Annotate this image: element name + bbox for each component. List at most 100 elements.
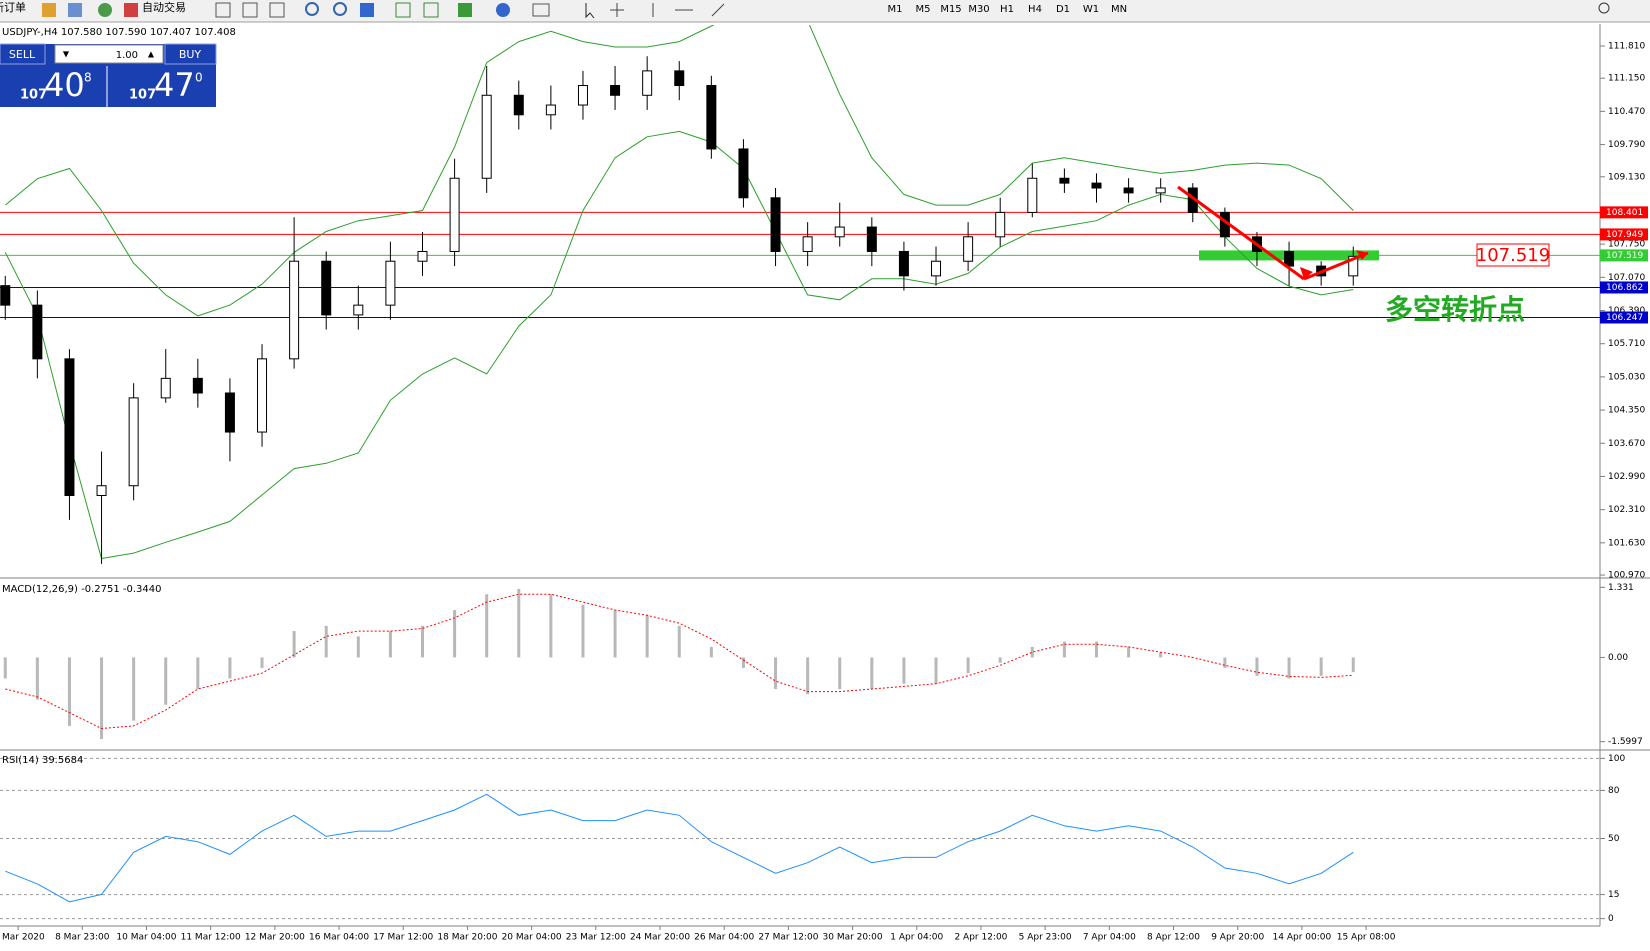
timeframe[interactable]: W1: [1083, 4, 1099, 15]
buy-price-main[interactable]: 47: [154, 66, 195, 104]
arrow: [1177, 185, 1369, 281]
timeframe[interactable]: M30: [968, 4, 989, 15]
buy-price-small[interactable]: 0: [195, 71, 203, 85]
h-line-label: 107.519: [1606, 251, 1643, 261]
x-tick-label: 15 Apr 08:00: [1337, 933, 1396, 943]
x-tick-label: 20 Mar 04:00: [502, 933, 562, 943]
y-tick-label: 102.310: [1608, 505, 1645, 515]
new-order[interactable]: 新订单: [0, 0, 26, 14]
timeframe[interactable]: H4: [1028, 4, 1042, 15]
y-tick-label: 109.130: [1608, 172, 1645, 182]
timeframe[interactable]: D1: [1056, 4, 1070, 15]
sell-price-main[interactable]: 40: [44, 66, 85, 104]
annotation-note: 多空转折点: [1385, 293, 1525, 326]
y-tick-label: 100: [1608, 754, 1625, 764]
arrow-head: [1300, 250, 1368, 279]
lots-input[interactable]: [54, 44, 164, 64]
x-tick-label: 9 Apr 20:00: [1211, 933, 1264, 943]
candle-body: [738, 148, 749, 199]
chart-header: USDJPY-,H4 107.580 107.590 107.407 107.4…: [2, 27, 236, 38]
sell-price-big[interactable]: 107: [20, 88, 47, 103]
icon[interactable]: [305, 2, 319, 16]
x-tick-label: 8 Apr 12:00: [1147, 933, 1200, 943]
candle-body: [1284, 250, 1295, 267]
icon[interactable]: [458, 3, 472, 17]
macd-bar: [998, 657, 1002, 663]
lots-up[interactable]: ▲: [148, 50, 155, 59]
candle-body: [866, 226, 877, 252]
macd-bar: [356, 636, 360, 658]
y-tick-label: 107.070: [1608, 273, 1645, 283]
timeframe[interactable]: MN: [1111, 4, 1127, 15]
icon[interactable]: [124, 3, 138, 17]
icon[interactable]: [652, 3, 725, 17]
icon[interactable]: [269, 2, 285, 18]
candle-body: [417, 250, 428, 262]
icon[interactable]: [395, 2, 411, 18]
timeframe[interactable]: M15: [940, 4, 961, 15]
macd-bar: [164, 657, 168, 705]
x-tick-label: 24 Mar 20:00: [630, 933, 690, 943]
x-tick-label: 12 Mar 20:00: [245, 933, 305, 943]
y-tick-label: 15: [1608, 890, 1619, 900]
icon[interactable]: [68, 3, 82, 17]
icon[interactable]: [610, 3, 624, 17]
icon[interactable]: [98, 3, 112, 17]
macd-bar: [806, 657, 810, 695]
macd-bar: [902, 657, 906, 684]
buy-label[interactable]: BUY: [179, 48, 202, 61]
macd-bar: [67, 657, 71, 726]
icon[interactable]: [42, 3, 56, 17]
timeframe[interactable]: M1: [888, 4, 903, 15]
x-tick-label: 18 Mar 20:00: [437, 933, 497, 943]
icon[interactable]: [215, 2, 231, 18]
candle-body: [642, 70, 653, 96]
sell-label[interactable]: SELL: [9, 48, 36, 61]
macd-bar: [228, 657, 232, 679]
candle-body: [770, 197, 781, 252]
icon[interactable]: [532, 3, 550, 17]
timeframe[interactable]: M5: [916, 4, 931, 15]
macd-bar: [1030, 646, 1034, 658]
icon[interactable]: [333, 2, 347, 16]
y-tick-label: 104.350: [1608, 406, 1645, 416]
candle-body: [513, 94, 524, 116]
y-tick-label: 1.331: [1608, 583, 1634, 593]
buy-button[interactable]: [164, 43, 217, 65]
toolbar-bg: [0, 0, 1650, 22]
sell-button[interactable]: [0, 43, 46, 65]
icon[interactable]: [423, 2, 439, 18]
candle-body: [1091, 182, 1102, 189]
h-line-label-bg: [1600, 249, 1648, 262]
candle-body: [1027, 177, 1038, 213]
x-tick-label: 30 Mar 20:00: [823, 933, 883, 943]
icon[interactable]: [585, 3, 595, 19]
candle-body: [289, 260, 300, 360]
h-line-label-bg: [1600, 206, 1648, 219]
macd-bar: [549, 594, 553, 658]
trade-panel: SELL ▼ ▲ 1.00 BUY 107 40 8 107 47 0: [0, 43, 217, 107]
candle-body: [385, 260, 396, 306]
buy-price-big[interactable]: 107: [129, 88, 156, 103]
search[interactable]: [1598, 2, 1610, 14]
macd-bar: [709, 646, 713, 658]
lots-value[interactable]: 1.00: [116, 50, 138, 61]
macd-bar: [100, 657, 104, 740]
macd-bar: [1319, 657, 1323, 676]
candle-body: [1348, 255, 1359, 277]
candle-body: [963, 236, 974, 262]
sell-price-small[interactable]: 8: [84, 71, 92, 85]
h-line-label: 107.949: [1606, 230, 1643, 240]
icon[interactable]: [360, 3, 374, 17]
icon[interactable]: [496, 3, 510, 17]
timeframe[interactable]: H1: [1000, 4, 1014, 15]
candle-body: [577, 85, 588, 106]
macd-bar: [1062, 641, 1066, 658]
auto-trade[interactable]: 自动交易: [142, 0, 186, 14]
lots-down[interactable]: ▼: [63, 50, 70, 59]
icon[interactable]: [242, 2, 258, 18]
h-line-label-bg: [1600, 311, 1648, 324]
x-tick-label: 11 Mar 12:00: [181, 933, 241, 943]
macd-bar: [420, 625, 424, 658]
macd-bar: [774, 657, 778, 690]
